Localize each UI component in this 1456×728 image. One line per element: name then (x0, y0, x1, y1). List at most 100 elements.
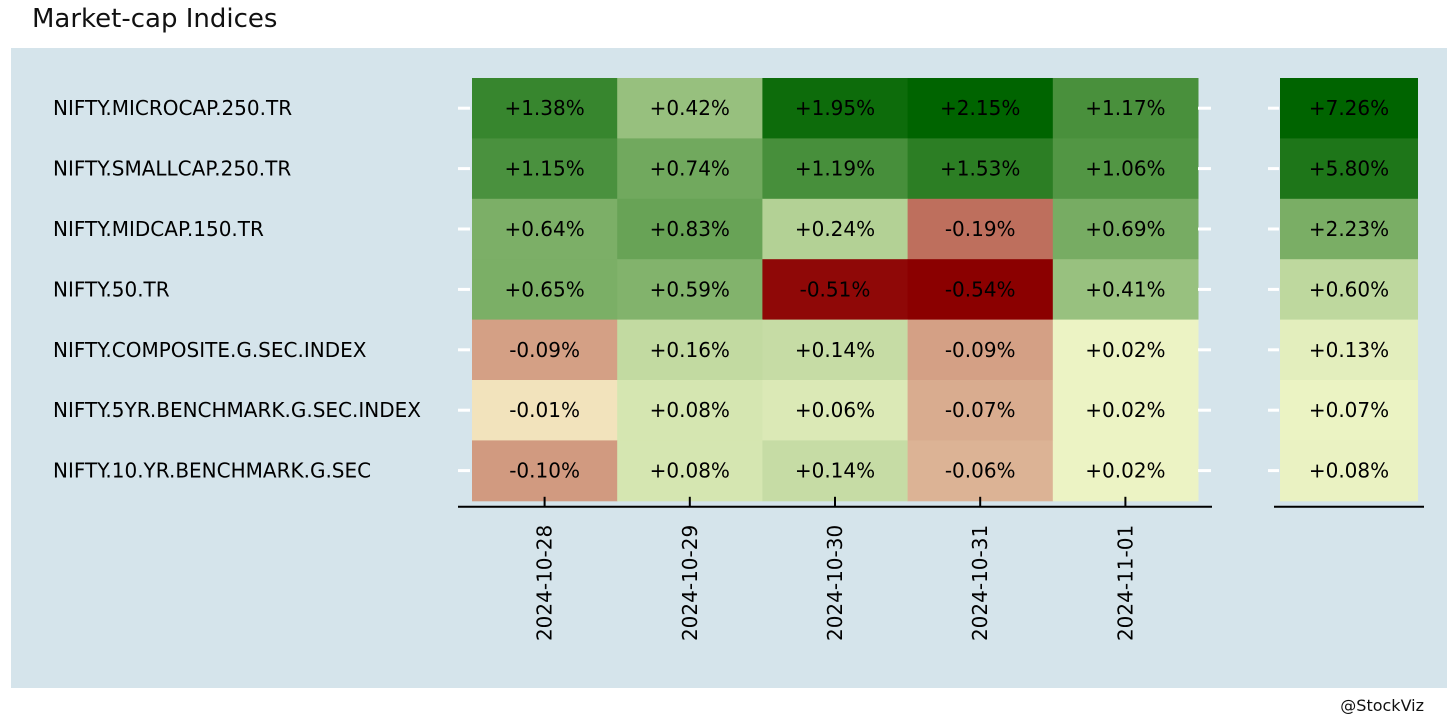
heatmap-cell (617, 440, 763, 502)
heatmap-cell (907, 380, 1054, 441)
heatmap-cells: +1.38% +0.42% +1.95% +2.15% +1.17% +1.15% +0.7… (472, 78, 1199, 502)
plot-panel: +1.38% +0.42% +1.95% +2.15% +1.17% +1.15% +0.7… (11, 48, 1447, 688)
total-cell (1280, 319, 1418, 381)
source-caption: @StockViz (1340, 696, 1424, 715)
cell-value-label: -0.54% (945, 277, 1016, 301)
row-labels: NIFTY.MICROCAP.250.TR NIFTY.SMALLCAP.250.… (53, 96, 421, 482)
cell-value-label: -0.06% (945, 459, 1016, 483)
total-cell (1280, 138, 1418, 200)
heatmap-cell (1052, 440, 1199, 502)
cell-value-label: +0.42% (650, 96, 730, 120)
heatmap-cell (907, 319, 1054, 381)
cell-value-label: +0.02% (1085, 398, 1165, 422)
x-tick-label: 2024-10-28 (533, 525, 557, 641)
x-tick-label: 2024-11-01 (1113, 525, 1137, 641)
row-label: NIFTY.MICROCAP.250.TR (53, 96, 292, 120)
cell-value-label: +0.08% (650, 459, 730, 483)
total-value-label: +0.60% (1309, 277, 1389, 301)
heatmap-cell (1052, 198, 1199, 260)
cell-value-label: +0.02% (1085, 338, 1165, 362)
x-tick-label: 2024-10-29 (678, 525, 702, 641)
heatmap-cell (617, 380, 763, 441)
heatmap-cell (907, 259, 1054, 321)
row-label: NIFTY.COMPOSITE.G.SEC.INDEX (53, 338, 367, 362)
heatmap-cell (762, 198, 909, 260)
heatmap-cell (762, 78, 909, 139)
heatmap-cell (1052, 380, 1199, 441)
heatmap-cell (762, 138, 909, 200)
row-label: NIFTY.5YR.BENCHMARK.G.SEC.INDEX (53, 398, 421, 422)
heatmap-cell (907, 138, 1054, 200)
cell-value-label: +1.95% (795, 96, 875, 120)
heatmap-cell (472, 78, 618, 139)
heatmap-cell (472, 138, 618, 200)
cell-value-label: +2.15% (940, 96, 1020, 120)
cell-value-label: -0.07% (945, 398, 1016, 422)
row-label: NIFTY.MIDCAP.150.TR (53, 217, 264, 241)
cell-value-label: -0.09% (945, 338, 1016, 362)
heatmap-cell (762, 440, 909, 502)
cell-value-label: +0.41% (1085, 277, 1165, 301)
cell-value-label: +0.14% (795, 459, 875, 483)
total-cell (1280, 78, 1418, 139)
cell-value-label: -0.01% (509, 398, 580, 422)
heatmap-cell (617, 319, 763, 381)
cell-value-label: +0.06% (795, 398, 875, 422)
heatmap-cell (762, 259, 909, 321)
cell-value-label: +1.19% (795, 157, 875, 181)
heatmap-cell (472, 380, 618, 441)
totals-cells: +7.26% +5.80% +2.23% +0.60% +0.13% +0.07% +0.0… (1280, 78, 1418, 502)
cell-value-label: -0.10% (509, 459, 580, 483)
heatmap-cell (907, 78, 1054, 139)
cell-value-label: +0.74% (650, 157, 730, 181)
total-value-label: +7.26% (1309, 96, 1389, 120)
cell-value-label: +0.08% (650, 398, 730, 422)
heatmap-cell (1052, 259, 1199, 321)
cell-value-label: +1.53% (940, 157, 1020, 181)
heatmap-cell (472, 440, 618, 502)
cell-value-label: +0.69% (1085, 217, 1165, 241)
total-cell (1280, 259, 1418, 321)
cell-value-label: +0.24% (795, 217, 875, 241)
row-label: NIFTY.10.YR.BENCHMARK.G.SEC (53, 459, 371, 483)
heatmap-cell (472, 198, 618, 260)
heatmap-cell (617, 259, 763, 321)
heatmap-cell (617, 198, 763, 260)
total-cell (1280, 380, 1418, 441)
cell-value-label: +1.15% (504, 157, 584, 181)
cell-value-label: -0.19% (945, 217, 1016, 241)
cell-value-label: -0.09% (509, 338, 580, 362)
cell-value-label: +0.65% (504, 277, 584, 301)
cell-value-label: +0.16% (650, 338, 730, 362)
cell-value-label: +0.64% (504, 217, 584, 241)
total-value-label: +0.07% (1309, 398, 1389, 422)
cell-value-label: +1.38% (504, 96, 584, 120)
x-tick-label: 2024-10-31 (968, 525, 992, 641)
heatmap-cell (472, 259, 618, 321)
heatmap-cell (617, 78, 763, 139)
cell-value-label: +0.02% (1085, 459, 1165, 483)
heatmap-cell (762, 380, 909, 441)
total-cell (1280, 440, 1418, 502)
x-tick-label: 2024-10-30 (823, 525, 847, 641)
total-value-label: +5.80% (1309, 157, 1389, 181)
heatmap-cell (907, 198, 1054, 260)
heatmap-cell (907, 440, 1054, 502)
cell-value-label: -0.51% (800, 277, 871, 301)
heatmap-cell (472, 319, 618, 381)
cell-value-label: +0.83% (650, 217, 730, 241)
total-cell (1280, 198, 1418, 260)
y-ticks (458, 106, 1279, 473)
heatmap-cell (1052, 138, 1199, 200)
total-value-label: +0.08% (1309, 459, 1389, 483)
row-label: NIFTY.50.TR (53, 277, 170, 301)
chart-title: Market-cap Indices (32, 4, 278, 34)
heatmap-cell (762, 319, 909, 381)
heatmap-cell (617, 138, 763, 200)
row-label: NIFTY.SMALLCAP.250.TR (53, 157, 291, 181)
heatmap-chart: +1.38% +0.42% +1.95% +2.15% +1.17% +1.15% +0.7… (53, 78, 1424, 641)
total-value-label: +0.13% (1309, 338, 1389, 362)
cell-value-label: +0.59% (650, 277, 730, 301)
cell-value-label: +1.17% (1085, 96, 1165, 120)
cell-value-label: +0.14% (795, 338, 875, 362)
